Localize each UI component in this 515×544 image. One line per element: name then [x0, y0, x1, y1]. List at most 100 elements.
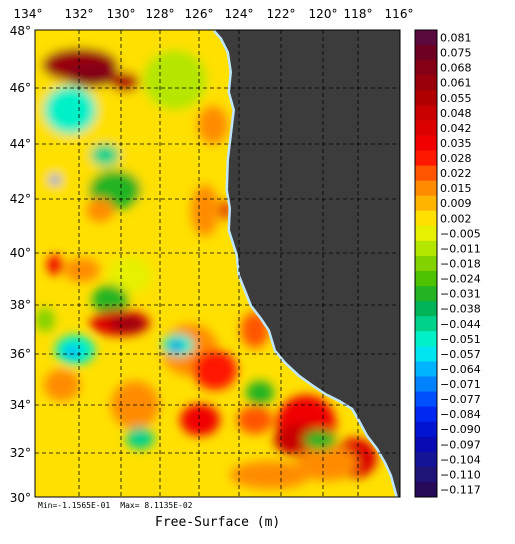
colorbar-level-label: −0.117	[440, 483, 481, 496]
field-anomaly-blob	[304, 430, 336, 450]
field-anomaly-blob	[64, 346, 80, 358]
field-anomaly-blob	[35, 308, 55, 332]
field-anomaly-blob	[197, 105, 229, 145]
field-anomaly-blob	[180, 404, 220, 436]
colorbar-level-label: −0.071	[440, 378, 481, 391]
colorbar-swatch	[415, 105, 437, 121]
colorbar-level-label: −0.084	[440, 408, 481, 421]
lat-label: 44°	[10, 137, 31, 151]
colorbar-swatch	[415, 135, 437, 152]
colorbar-swatch	[415, 240, 437, 257]
colorbar-swatch	[415, 60, 437, 76]
lon-label: 128°	[146, 7, 175, 21]
min-value-text: Min=-1.1565E-01	[38, 501, 111, 510]
colorbar-level-label: 0.075	[440, 47, 472, 60]
field-anomaly-blob	[246, 381, 274, 405]
colorbar-swatch	[415, 90, 437, 106]
map-area	[35, 30, 400, 497]
colorbar-swatch	[415, 406, 437, 423]
variable-title: Free-Surface (m)	[155, 515, 281, 530]
field-anomaly-blob	[91, 144, 119, 166]
field-anomaly-blob	[86, 198, 114, 222]
colorbar-swatch	[415, 286, 437, 302]
colorbar-level-label: −0.031	[440, 288, 481, 301]
colorbar-level-label: −0.024	[440, 273, 481, 286]
colorbar-level-label: −0.018	[440, 258, 481, 271]
colorbar-level-label: −0.057	[440, 348, 481, 361]
field-anomaly-blob	[193, 350, 237, 390]
field-anomaly-blob	[111, 72, 139, 92]
colorbar-level-label: −0.038	[440, 303, 481, 316]
longitude-labels: 134° 132° 130° 128° 126° 124° 122° 120° …	[14, 7, 414, 21]
field-anomaly-blob	[174, 128, 210, 172]
land-mass	[215, 30, 400, 497]
colorbar-swatch	[415, 361, 437, 377]
max-value-text: Max= 8.1135E-02	[120, 501, 193, 510]
field-anomaly-blob	[126, 427, 154, 449]
lon-label: 124°	[225, 7, 254, 21]
field-anomaly-blob	[47, 255, 63, 275]
colorbar-swatch	[415, 391, 437, 408]
colorbar-swatch	[415, 376, 437, 393]
colorbar-swatch	[415, 255, 437, 272]
colorbar-level-label: 0.015	[440, 182, 472, 195]
colorbar-level-label: −0.011	[440, 242, 481, 255]
colorbar-frame	[414, 29, 438, 498]
colorbar-swatch	[415, 271, 437, 287]
free-surface-field	[35, 30, 377, 489]
colorbar-swatch	[415, 180, 437, 197]
colorbar-level-label: −0.044	[440, 318, 481, 331]
colorbar-level-label: 0.042	[440, 122, 472, 135]
lat-label: 46°	[10, 81, 31, 95]
lon-label: 122°	[267, 7, 296, 21]
lon-label: 118°	[344, 7, 373, 21]
lat-label: 48°	[10, 24, 31, 38]
colorbar-swatch	[415, 120, 437, 136]
field-anomaly-blob	[110, 316, 146, 332]
colorbar-level-label: 0.035	[440, 137, 472, 150]
lat-label: 40°	[10, 246, 31, 260]
colorbar-level-label: −0.097	[440, 438, 481, 451]
colorbar-swatch	[415, 451, 437, 468]
lat-lon-grid	[35, 30, 400, 497]
colorbar-swatch	[415, 421, 437, 438]
colorbar-level-label: 0.061	[440, 77, 472, 90]
colorbar-swatch	[415, 436, 437, 453]
colorbar-level-label: 0.002	[440, 212, 472, 225]
lat-label: 34°	[10, 398, 31, 412]
min-max-readout: Min=-1.1565E-01 Max= 8.1135E-02	[38, 501, 203, 510]
field-anomaly-blob	[64, 258, 100, 282]
colorbar-level-label: −0.090	[440, 423, 481, 436]
colorbar-level-label: 0.022	[440, 167, 472, 180]
lon-label: 126°	[185, 7, 214, 21]
colorbar-swatch	[415, 225, 437, 242]
field-anomaly-blob	[170, 342, 182, 350]
field-anomaly-blob	[143, 50, 207, 110]
colorbar-level-label: 0.055	[440, 92, 472, 105]
lat-label: 36°	[10, 347, 31, 361]
colorbar-swatch	[415, 165, 437, 182]
lon-label: 132°	[65, 7, 94, 21]
colorbar-level-label: −0.051	[440, 333, 481, 346]
colorbar-level-label: −0.077	[440, 393, 481, 406]
colorbar-level-label: 0.009	[440, 197, 472, 210]
field-anomaly-blob	[44, 86, 96, 134]
colorbar: 0.081 0.075 0.068 0.061 0.055 0.048 0.042 0.035…	[414, 29, 481, 498]
colorbar-level-label: 0.028	[440, 152, 472, 165]
colorbar-level-label: 0.081	[440, 32, 472, 45]
colorbar-level-label: −0.005	[440, 227, 481, 240]
colorbar-swatch	[415, 150, 437, 167]
colorbar-swatch	[415, 331, 437, 347]
colorbar-swatch	[415, 195, 437, 212]
map-frame	[34, 29, 401, 498]
lat-label: 42°	[10, 192, 31, 206]
lon-label: 130°	[107, 7, 136, 21]
latitude-labels: 48° 46° 44° 42° 40° 38° 36° 34° 32° 30°	[10, 24, 31, 505]
colorbar-swatch	[415, 30, 437, 46]
field-anomaly-blob	[66, 63, 118, 87]
colorbar-swatch	[415, 210, 437, 227]
colorbar-level-label: −0.104	[440, 453, 481, 466]
colorbar-level-label: −0.110	[440, 468, 481, 481]
